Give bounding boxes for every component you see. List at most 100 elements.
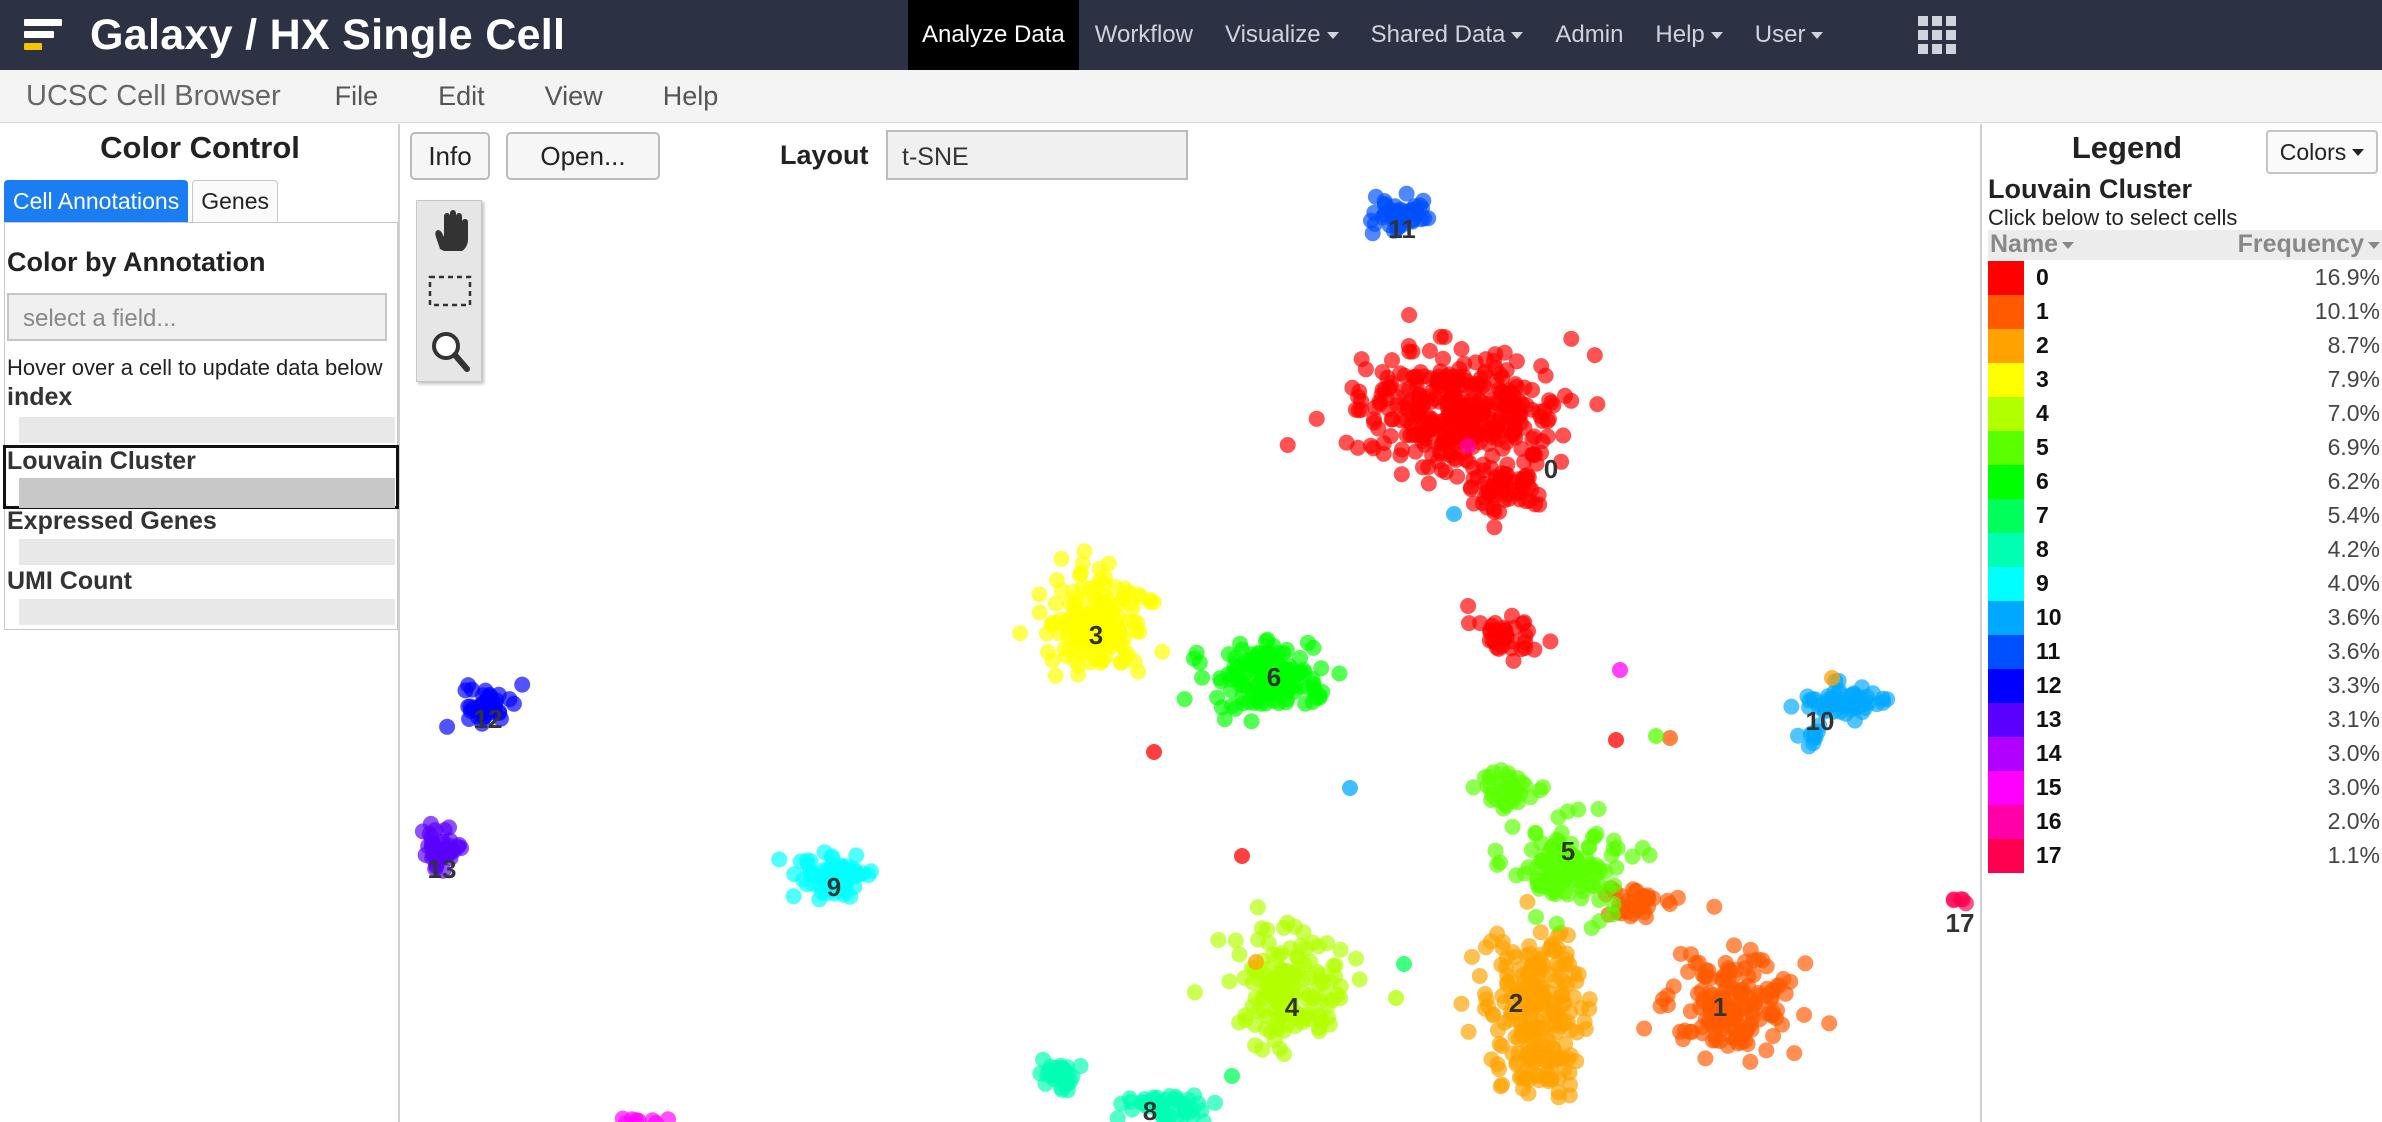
cell-point[interactable] (1319, 935, 1336, 952)
cell-point[interactable] (1489, 925, 1506, 942)
cell-point[interactable] (487, 695, 504, 712)
cell-point[interactable] (1464, 948, 1480, 965)
cell-point[interactable] (1520, 859, 1537, 876)
annotation-expressed-genes-label[interactable]: Expressed Genes (7, 507, 217, 535)
cell-point[interactable] (1855, 696, 1872, 713)
cell-point[interactable] (441, 845, 458, 862)
cell-point[interactable] (1243, 713, 1260, 730)
legend-color-swatch[interactable] (1988, 397, 2024, 431)
cell-point[interactable] (1548, 915, 1565, 932)
cell-point[interactable] (1518, 1069, 1535, 1086)
cell-point[interactable] (1493, 956, 1510, 973)
cell-point[interactable] (1504, 818, 1521, 835)
sort-by-frequency[interactable]: Frequency (2238, 230, 2380, 259)
cell-point[interactable] (1786, 1045, 1803, 1062)
cell-point[interactable] (785, 888, 802, 905)
cell-point[interactable] (1757, 987, 1774, 1004)
legend-row[interactable]: 12 3.3% (1988, 669, 2382, 703)
cell-point[interactable] (1461, 615, 1477, 632)
cell-point[interactable] (1494, 939, 1511, 956)
cell-point[interactable] (1047, 595, 1064, 612)
cell-point[interactable] (1504, 607, 1520, 624)
cell-point[interactable] (1253, 920, 1270, 937)
cell-point[interactable] (1423, 413, 1440, 429)
legend-color-swatch[interactable] (1988, 635, 2024, 669)
annotation-umi-count-label[interactable]: UMI Count (7, 567, 132, 595)
cell-point[interactable] (1095, 627, 1112, 644)
cell-point[interactable] (1497, 385, 1514, 402)
cell-point[interactable] (1076, 630, 1093, 647)
legend-color-swatch[interactable] (1988, 295, 2024, 329)
legend-color-swatch[interactable] (1988, 329, 2024, 363)
cell-point[interactable] (1821, 1015, 1838, 1032)
legend-row[interactable]: 13 3.1% (1988, 703, 2382, 737)
cell-point[interactable] (1447, 372, 1464, 389)
legend-row[interactable]: 17 1.1% (1988, 839, 2382, 873)
annotation-field-select[interactable]: select a field... (7, 293, 387, 341)
legend-color-swatch[interactable] (1988, 465, 2024, 499)
cell-point[interactable] (1726, 937, 1742, 954)
cell-point[interactable] (1517, 627, 1534, 644)
cell-point[interactable] (1313, 660, 1330, 677)
cell-point[interactable] (1783, 698, 1800, 715)
cell-point[interactable] (1489, 1056, 1506, 1073)
cell-point[interactable] (1053, 550, 1070, 567)
cell-point[interactable] (1366, 414, 1383, 431)
menu-edit[interactable]: Edit (438, 80, 485, 111)
cell-point[interactable] (771, 851, 788, 868)
cell-point[interactable] (1816, 703, 1833, 720)
cell-point[interactable] (1086, 589, 1103, 606)
cell-point[interactable] (1797, 955, 1814, 972)
cell-point[interactable] (1503, 973, 1520, 990)
cell-point[interactable] (1460, 598, 1477, 614)
cell-point[interactable] (1272, 960, 1289, 977)
cell-point[interactable] (1528, 957, 1545, 974)
cell-point[interactable] (1483, 792, 1500, 808)
cell-point[interactable] (477, 682, 494, 699)
cell-point[interactable] (1462, 481, 1479, 497)
legend-color-swatch[interactable] (1988, 499, 2024, 533)
cell-point[interactable] (802, 863, 819, 880)
cell-point[interactable] (1529, 877, 1546, 893)
cell-point[interactable] (1186, 1087, 1203, 1104)
cell-point[interactable] (1478, 499, 1495, 516)
cell-point[interactable] (1609, 840, 1626, 857)
cell-point[interactable] (1237, 1012, 1254, 1028)
cell-point[interactable] (1636, 1020, 1653, 1037)
cell-point[interactable] (1437, 464, 1454, 481)
cell-point[interactable] (854, 865, 871, 882)
cell-point[interactable] (1186, 984, 1203, 1001)
cell-point[interactable] (826, 859, 843, 876)
legend-row[interactable]: 6 6.2% (1988, 465, 2382, 499)
cell-point[interactable] (1563, 392, 1580, 409)
cell-point[interactable] (1256, 645, 1273, 662)
cell-point[interactable] (1446, 506, 1462, 522)
cell-point[interactable] (1465, 495, 1482, 512)
menu-file[interactable]: File (334, 80, 379, 111)
cell-point[interactable] (1672, 1023, 1689, 1040)
cell-point[interactable] (1589, 396, 1606, 413)
cell-point[interactable] (1430, 371, 1447, 388)
legend-row[interactable]: 4 7.0% (1988, 397, 2382, 431)
nav-shared-data[interactable]: Shared Data (1355, 0, 1540, 70)
cell-point[interactable] (1275, 670, 1292, 687)
cell-point[interactable] (1276, 1046, 1292, 1063)
cell-point[interactable] (1044, 652, 1061, 669)
cell-point[interactable] (1409, 368, 1425, 385)
cell-point[interactable] (1682, 1003, 1699, 1020)
cell-point[interactable] (1538, 1028, 1555, 1045)
cell-point[interactable] (1528, 455, 1545, 472)
cell-point[interactable] (1316, 986, 1333, 1003)
cell-point[interactable] (1075, 578, 1092, 595)
cell-point[interactable] (1053, 1079, 1069, 1096)
colors-button[interactable]: Colors (2266, 130, 2378, 174)
cell-point[interactable] (1511, 988, 1528, 1005)
cell-point[interactable] (1777, 985, 1794, 1002)
cell-point[interactable] (1505, 652, 1522, 669)
cell-point[interactable] (1300, 634, 1316, 651)
cell-point[interactable] (1634, 887, 1651, 904)
cell-point[interactable] (660, 1111, 677, 1122)
tab-genes[interactable]: Genes (192, 180, 278, 222)
cell-point[interactable] (1304, 671, 1321, 687)
cell-point[interactable] (630, 1112, 647, 1122)
